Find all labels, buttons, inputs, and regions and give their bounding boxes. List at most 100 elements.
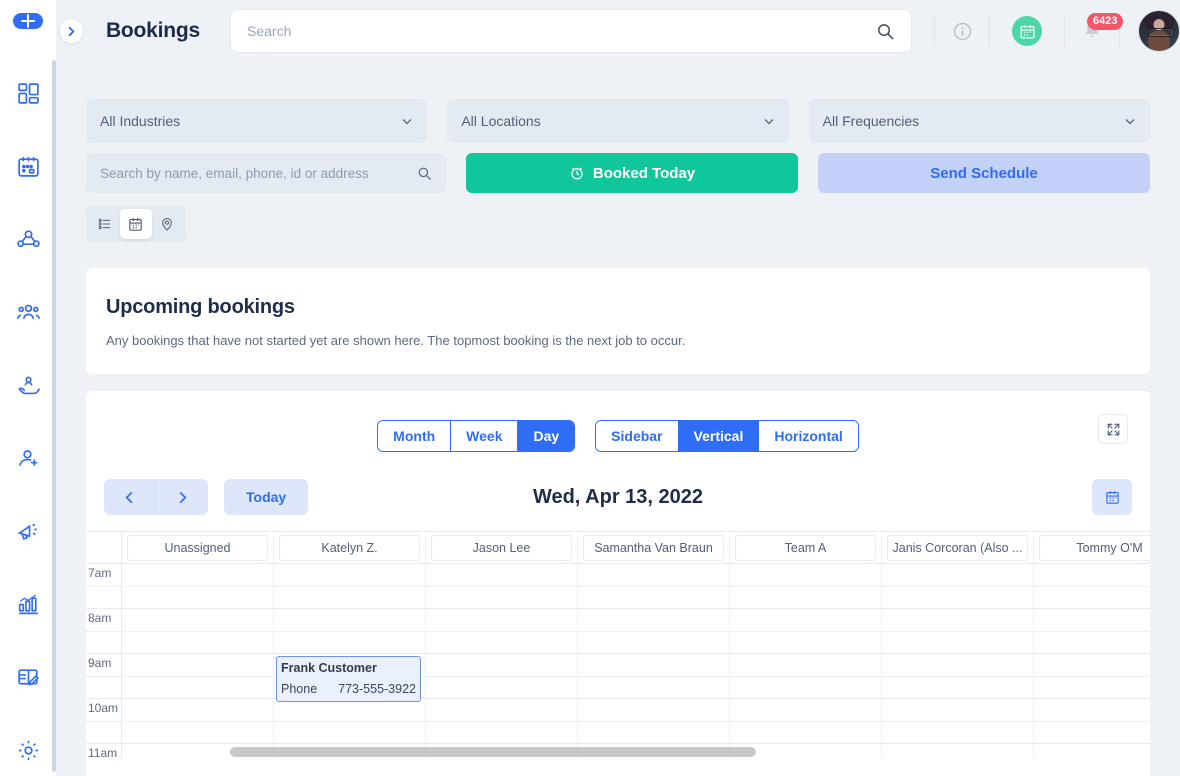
slot-cell[interactable] [1034, 654, 1150, 698]
column-header-unassigned[interactable]: Unassigned [122, 532, 274, 563]
sidebar-item-marketing[interactable] [0, 495, 56, 568]
slot-cell[interactable] [882, 654, 1034, 698]
today-button[interactable]: Today [224, 479, 309, 515]
tab-horizontal[interactable]: Horizontal [759, 421, 858, 451]
create-new-button[interactable] [13, 13, 43, 29]
avatar[interactable] [1138, 10, 1180, 52]
industries-select[interactable]: All Industries [86, 99, 428, 143]
notifications-button[interactable]: 6423 [1065, 13, 1124, 41]
slot-cell[interactable] [882, 609, 1034, 653]
column-header-jason-lee[interactable]: Jason Lee [426, 532, 578, 563]
tab-day[interactable]: Day [518, 421, 575, 451]
slot-cell[interactable] [274, 699, 426, 743]
slot-cell[interactable] [426, 699, 578, 743]
network-nodes-icon [16, 230, 40, 248]
sidebar-item-reports[interactable] [0, 568, 56, 641]
sidebar-scrollbar[interactable] [52, 60, 56, 772]
slot-cell[interactable] [122, 699, 274, 743]
booking-search-input[interactable] [100, 165, 417, 181]
slot-cell[interactable] [730, 744, 882, 759]
slot-cell[interactable] [730, 609, 882, 653]
upcoming-title: Upcoming bookings [106, 296, 295, 318]
sidebar-item-calendar[interactable] [0, 130, 56, 203]
send-schedule-button[interactable]: Send Schedule [818, 153, 1150, 193]
hour-label: 10am [86, 699, 122, 743]
event-detail-label: Phone [281, 682, 318, 696]
column-header-janis-corcoran[interactable]: Janis Corcoran (Also ... [882, 532, 1034, 563]
slot-cell[interactable] [730, 564, 882, 608]
column-header-team-a[interactable]: Team A [730, 532, 882, 563]
map-view-button[interactable] [152, 209, 183, 239]
actions-row: Booked Today Send Schedule [86, 153, 1150, 193]
slot-cell[interactable] [122, 654, 274, 698]
slot-cell[interactable] [1034, 609, 1150, 653]
slot-cell[interactable] [578, 609, 730, 653]
slot-cell[interactable] [274, 609, 426, 653]
locations-select[interactable]: All Locations [447, 99, 789, 143]
booking-search[interactable] [86, 153, 446, 193]
notification-badge: 6423 [1087, 13, 1124, 30]
frequencies-value: All Frequencies [822, 113, 920, 129]
slot-cell[interactable] [882, 744, 1034, 759]
slot-cell[interactable] [426, 609, 578, 653]
slot-cell[interactable] [426, 654, 578, 698]
slot-cell[interactable] [730, 699, 882, 743]
dashboard-grid-icon [17, 83, 39, 104]
info-button[interactable] [935, 22, 989, 41]
global-search[interactable] [230, 9, 912, 53]
slot-cell[interactable] [426, 564, 578, 608]
tab-month[interactable]: Month [378, 421, 452, 451]
list-view-button[interactable] [89, 209, 120, 239]
fullscreen-button[interactable] [1098, 414, 1128, 444]
slot-cell[interactable] [730, 654, 882, 698]
hour-row-8am: 8am [86, 608, 1150, 653]
user-plus-icon [18, 450, 37, 466]
slot-cell[interactable] [882, 699, 1034, 743]
slot-cell[interactable] [122, 609, 274, 653]
column-label: Team A [735, 534, 876, 561]
slot-cell[interactable] [122, 564, 274, 608]
sidebar-nav [0, 57, 56, 776]
sidebar-item-add-user[interactable] [0, 422, 56, 495]
column-header-samantha-van-braun[interactable]: Samantha Van Braun [578, 532, 730, 563]
top-bar: Bookings [56, 0, 1180, 62]
hour-row-9am: 9am Frank Customer Phone 773-555-3922 [86, 653, 1150, 702]
prev-day-button[interactable] [104, 479, 156, 515]
column-label: Tommy O'M [1039, 534, 1150, 561]
divider [934, 15, 935, 47]
slot-cell[interactable] [1034, 564, 1150, 608]
sidebar-item-providers[interactable] [0, 349, 56, 422]
column-header-tommy-om[interactable]: Tommy O'M [1034, 532, 1150, 563]
column-label: Samantha Van Braun [583, 534, 724, 561]
booked-today-button[interactable]: Booked Today [466, 153, 798, 193]
slot-cell[interactable] [1034, 699, 1150, 743]
tab-vertical[interactable]: Vertical [678, 421, 760, 451]
sidebar-item-dashboard[interactable] [0, 57, 56, 130]
chevron-left-icon [125, 491, 133, 503]
sidebar-item-settings[interactable] [0, 714, 56, 776]
tab-sidebar[interactable]: Sidebar [596, 421, 679, 451]
booking-calendar-button[interactable] [1012, 16, 1042, 46]
sidebar-item-network[interactable] [0, 203, 56, 276]
frequencies-select[interactable]: All Frequencies [808, 99, 1150, 143]
sidebar-expand-button[interactable] [59, 18, 84, 44]
booking-event[interactable]: Frank Customer Phone 773-555-3922 [276, 656, 421, 702]
scrollbar-thumb[interactable] [230, 747, 756, 757]
slot-cell[interactable] [882, 564, 1034, 608]
upcoming-bookings-card: Upcoming bookings Any bookings that have… [86, 268, 1150, 374]
slot-cell[interactable] [274, 564, 426, 608]
gear-icon [18, 740, 38, 761]
slot-cell[interactable] [578, 699, 730, 743]
tab-week[interactable]: Week [451, 421, 519, 451]
bar-chart-icon [18, 594, 38, 615]
search-input[interactable] [247, 23, 876, 39]
calendar-view-button[interactable] [120, 209, 152, 239]
date-picker-button[interactable] [1092, 479, 1132, 515]
slot-cell[interactable] [578, 564, 730, 608]
next-day-button[interactable] [156, 479, 208, 515]
column-header-katelyn-z[interactable]: Katelyn Z. [274, 532, 426, 563]
slot-cell[interactable] [578, 654, 730, 698]
sidebar-item-forms[interactable] [0, 641, 56, 714]
sidebar-item-customers[interactable] [0, 276, 56, 349]
calendar-horizontal-scrollbar[interactable] [122, 747, 1150, 757]
